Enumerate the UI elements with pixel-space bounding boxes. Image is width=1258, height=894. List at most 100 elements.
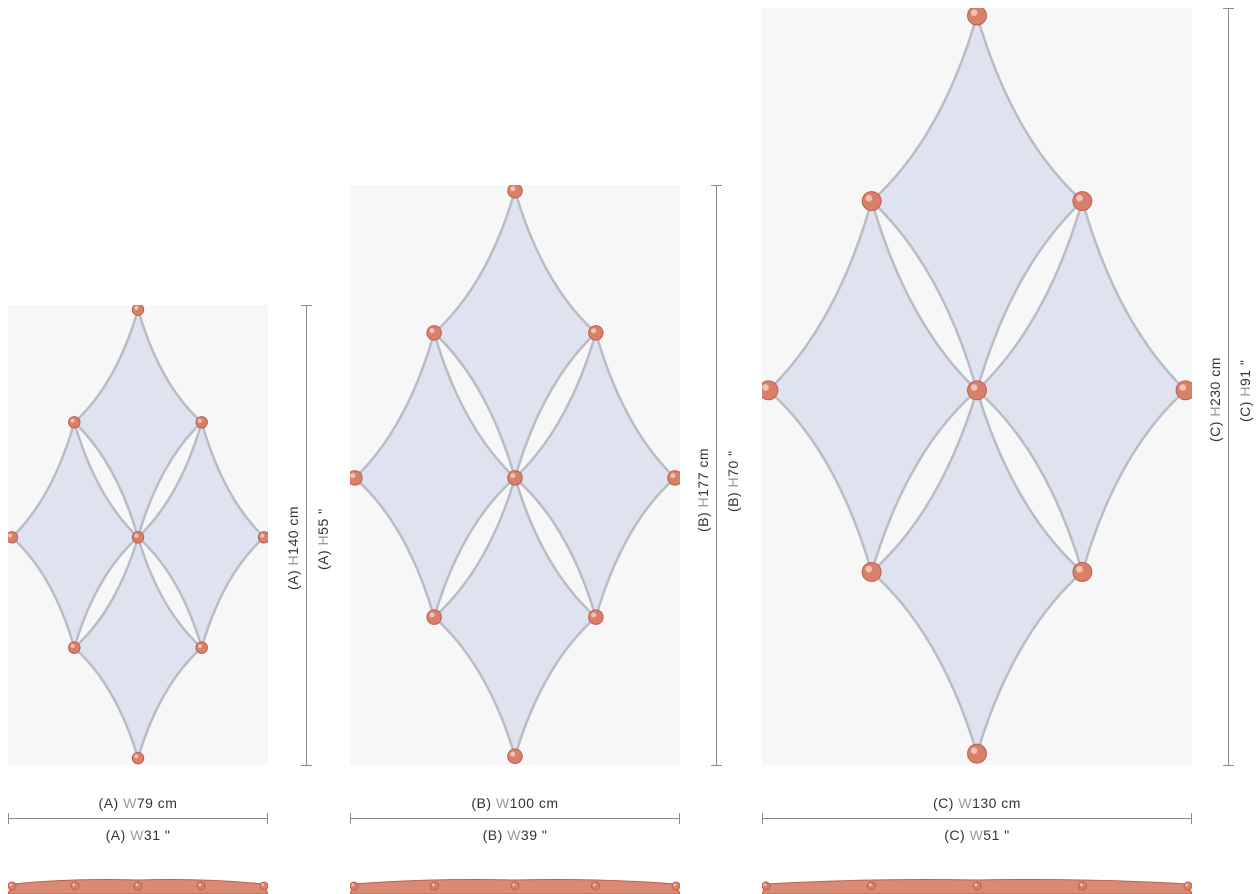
panel-c-width-tick-right xyxy=(1191,813,1192,824)
panel-a-bead-upper-right xyxy=(195,416,208,429)
panel-c-height-line xyxy=(1228,8,1229,765)
panel-c-bead-top xyxy=(967,8,987,26)
panel-b-bead-lower-left xyxy=(426,609,442,625)
panel-a-frame-bead-4 xyxy=(259,881,268,891)
panel-a-frame-bead-2-highlight xyxy=(135,883,139,887)
panel-c-bead-lower-right-highlight xyxy=(1076,565,1083,573)
panel-c-frame-bead-2-highlight xyxy=(974,883,978,887)
panel-c-bead-mid-highlight xyxy=(970,384,978,391)
panel-c-bead-bottom xyxy=(967,743,987,764)
panel-a-bead-mid-highlight xyxy=(134,533,139,538)
panel-b-frame-bead-1 xyxy=(430,881,439,891)
panel-a-bead-bottom xyxy=(131,751,145,765)
panel-c-frame-bead-2 xyxy=(972,881,982,891)
panel-c-bead-bottom-highlight xyxy=(970,747,978,755)
panel-c-height-in-label: (C) H91 " xyxy=(1237,359,1253,422)
panel-b-width-cm-label: (B) W100 cm xyxy=(471,795,559,811)
panel-a-bead-upper-left xyxy=(68,416,81,429)
panel-b-width-tick-left xyxy=(350,813,351,824)
panel-b-bead-bottom xyxy=(507,748,523,765)
panel-c-bead-lower-left-highlight xyxy=(865,565,873,573)
panel-a-height-in-label: (A) H55 " xyxy=(315,508,331,570)
panel-b-width-line xyxy=(350,818,680,819)
panel-c-bead-upper-left-highlight xyxy=(865,194,873,202)
panel-c-bead-lower-right xyxy=(1072,562,1093,582)
panel-b-frame-bead-1-highlight xyxy=(431,883,435,887)
panel-c-bead-upper-right xyxy=(1072,191,1093,211)
panel-a-width-tick-left xyxy=(8,813,9,824)
panel-a-bead-upper-left-highlight xyxy=(70,418,75,423)
panel-a-height-tick-bottom xyxy=(301,765,312,766)
panel-a-frame-bead-3-highlight xyxy=(198,883,202,887)
panel-b-bead-top-highlight xyxy=(510,186,516,192)
panel-b-bead-lower-right-highlight xyxy=(591,612,597,618)
panel-a-height-cm-label: (A) H140 cm xyxy=(285,505,301,590)
panel-b-width-tick-right xyxy=(679,813,680,824)
panel-b-bead-upper-right-highlight xyxy=(591,328,597,334)
panel-b-height-tick-bottom xyxy=(711,765,722,766)
panel-a-bead-lower-right xyxy=(195,641,208,654)
panel-c-bead-left-highlight xyxy=(762,384,769,391)
panel-a-bead-top-highlight xyxy=(134,305,139,310)
panel-b-bead-mid xyxy=(507,470,523,486)
panel-b-bead-left-highlight xyxy=(350,473,356,479)
panel-b-mirror-art xyxy=(350,185,680,765)
panel-a-bead-upper-right-highlight xyxy=(197,418,202,423)
panel-b-bead-upper-right xyxy=(588,325,604,341)
panel-a-bead-right-highlight xyxy=(260,533,265,538)
panel-b-frame-bead-2 xyxy=(510,881,520,891)
panel-b-bead-bottom-highlight xyxy=(510,751,516,757)
panel-a-bead-bottom-highlight xyxy=(134,754,139,759)
panel-a-bead-lower-right-highlight xyxy=(197,643,202,648)
panel-b-bead-mid-highlight xyxy=(510,473,516,479)
panel-a-frame-bead-2 xyxy=(133,881,143,891)
panel-a-height-line xyxy=(306,305,307,765)
panel-b-bead-top xyxy=(507,185,523,199)
panel-a-mirror-art xyxy=(8,305,268,765)
panel-b-height-line xyxy=(716,185,717,765)
panel-c-bead-mid xyxy=(967,380,987,401)
panel-b-bead-lower-right xyxy=(588,609,604,625)
panel-a-frame-bead-4-highlight xyxy=(261,883,265,887)
panel-b-bead-upper-left xyxy=(426,325,442,341)
panel-a-bead-mid xyxy=(131,531,145,544)
panel-b-frame-bead-3-highlight xyxy=(592,883,596,887)
panel-c-frame-bead-0 xyxy=(762,881,771,891)
panel-c-height-tick-top xyxy=(1223,8,1234,9)
panel-c-bead-upper-right-highlight xyxy=(1076,194,1083,202)
panel-c-frame-bead-3-highlight xyxy=(1079,883,1083,887)
panel-a-width-in-label: (A) W31 " xyxy=(105,827,171,843)
panel-c-height-tick-bottom xyxy=(1223,765,1234,766)
panel-c-height-cm-label: (C) H230 cm xyxy=(1207,357,1223,442)
panel-b-bead-upper-left-highlight xyxy=(429,328,435,334)
panel-a-bead-left-highlight xyxy=(8,533,13,538)
panel-c-mirror-art xyxy=(762,8,1192,765)
panel-c-frame-bead-4 xyxy=(1183,881,1192,891)
panel-a-frame-profile xyxy=(8,879,268,894)
panel-b-frame-bead-2-highlight xyxy=(512,883,516,887)
panel-c-width-line xyxy=(762,818,1192,819)
panel-c-width-cm-label: (C) W130 cm xyxy=(933,795,1021,811)
panel-a-frame-bead-1-highlight xyxy=(72,883,76,887)
panel-c-frame-bead-1 xyxy=(867,881,876,891)
panel-b-height-in-label: (B) H70 " xyxy=(725,450,741,512)
panel-c-frame-profile xyxy=(762,879,1192,894)
panel-a xyxy=(8,305,268,765)
panel-c-bead-top-highlight xyxy=(970,9,978,17)
panel-c xyxy=(762,8,1192,765)
panel-a-frame-bead-3 xyxy=(196,881,206,891)
panel-c-bead-lower-left xyxy=(861,562,882,582)
panel-a-bead-top xyxy=(131,305,145,316)
panel-b-height-cm-label: (B) H177 cm xyxy=(695,447,711,532)
panel-b-height-tick-top xyxy=(711,185,722,186)
panel-b xyxy=(350,185,680,765)
panel-a-frame-bead-0-highlight xyxy=(9,883,13,887)
panel-b-frame-profile xyxy=(350,879,680,894)
panel-b-frame-bead-3 xyxy=(591,881,600,891)
panel-b-bead-lower-left-highlight xyxy=(429,612,435,618)
panel-b-frame-bead-4-highlight xyxy=(673,883,677,887)
panel-a-width-tick-right xyxy=(267,813,268,824)
panel-b-width-in-label: (B) W39 " xyxy=(482,827,548,843)
panel-b-frame-bead-0 xyxy=(350,881,359,891)
panel-a-bead-lower-left xyxy=(68,641,81,654)
